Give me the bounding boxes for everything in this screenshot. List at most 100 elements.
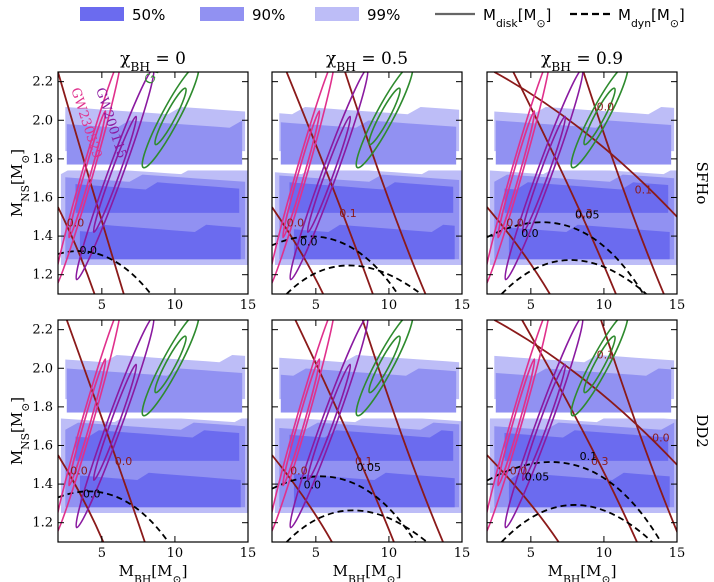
x-tick-label: 15	[669, 298, 686, 313]
disk-contour-1	[512, 72, 617, 294]
panel-SFHo-1: 0.0 0.1 0.0 5 10 15 χBH = 0.5	[271, 49, 470, 313]
gw-outer-GW200115	[504, 72, 584, 281]
gw-inner-GW230529	[282, 358, 321, 487]
gw-inner-GW200115	[306, 115, 352, 233]
legend-swatch	[200, 7, 244, 21]
panel-plot-area: 0.00.30.10.00.00.05	[487, 72, 677, 294]
panel-plot-area: 0.0 0.0 0.0	[58, 320, 248, 542]
panel-frame	[486, 71, 678, 295]
x-tick-label: 5	[527, 546, 535, 561]
dyn-label-0: 0.0	[521, 227, 539, 240]
disk-label-1: 0.0	[115, 455, 133, 468]
dyn-label-0: 0.0	[83, 487, 101, 500]
dyn-label-0: 0.0	[300, 235, 318, 248]
gw-inner-GW200105	[154, 335, 187, 394]
x-axis-title: MBH[M⊙]	[119, 562, 188, 582]
gw-outer-GW200105	[570, 72, 629, 169]
panel-frame	[486, 319, 678, 543]
disk-label-0: 0.0	[510, 464, 528, 477]
band-gap	[58, 164, 248, 171]
legend-label: 99%	[367, 6, 400, 24]
gw-inner-GW200115	[521, 363, 567, 481]
panel-frame	[271, 319, 463, 543]
y-tick-label: 1.6	[32, 438, 53, 453]
band-gap	[58, 412, 248, 419]
gw-outer-GW230529	[272, 320, 336, 539]
legend-item-0: 50%	[80, 6, 165, 24]
y-tick-label: 1.4	[32, 477, 53, 492]
ticks: 5 10 15	[272, 320, 470, 561]
band-gap	[272, 412, 462, 419]
gw-inner-GW230529	[282, 110, 321, 239]
distribution-band-band50	[79, 224, 241, 260]
disk-contour-0	[272, 454, 333, 542]
disk-label-0: 0.0	[70, 464, 88, 477]
y-tick-label: 2.0	[32, 361, 53, 376]
y-tick-label: 1.8	[32, 152, 53, 167]
panel-DD2-0: 0.0 0.0 0.0 5 10 15 1.2 1.4 1.6 1.8 2.0 2.2 MBH[M⊙] M…	[8, 319, 256, 582]
row-label: DD2	[693, 414, 711, 448]
disk-label-1: 0.3	[575, 207, 593, 220]
disk-label-0: 0.0	[287, 216, 305, 229]
gw-inner-GW200105	[583, 87, 616, 146]
x-tick-label: 15	[240, 298, 257, 313]
y-tick-label: 1.4	[32, 229, 53, 244]
y-axis-title: MNS[M⊙]	[8, 397, 32, 465]
band-gap	[487, 412, 677, 419]
y-tick-label: 1.2	[32, 516, 53, 531]
disk-contour-1	[294, 320, 395, 542]
x-tick-label: 10	[167, 298, 184, 313]
disk-label-2: 0.1	[635, 184, 653, 197]
disk-contour-3	[493, 320, 677, 466]
gw-inner-GW230529	[68, 358, 107, 487]
x-tick-label: 10	[596, 298, 613, 313]
disk-label-0: 0.0	[506, 216, 524, 229]
disk-label-2: 0.0	[652, 432, 670, 445]
legend: 50% 90% 99% Mdisk[M⊙] Mdyn[M⊙]	[80, 6, 685, 30]
disk-label-3: 0.1	[597, 349, 615, 362]
disk-label-1: 0.1	[339, 207, 357, 220]
x-tick-label: 5	[98, 298, 106, 313]
dyn-label-1: 0.1	[580, 450, 598, 463]
band-gap	[272, 164, 462, 171]
gw-inner-GW200115	[306, 363, 352, 481]
y-tick-label: 2.2	[32, 323, 53, 338]
legend-label: 90%	[252, 6, 285, 24]
panel-DD2-1: 0.0 0.1 0.0 0.05 5 10 15 MBH[M⊙]	[271, 319, 470, 582]
ticks: 5 10 15	[487, 320, 685, 561]
row-label: SFHo	[693, 162, 711, 205]
y-tick-label: 1.6	[32, 190, 53, 205]
distribution-band-band50	[508, 472, 670, 508]
dyn-label-0: 0.0	[79, 244, 97, 257]
panel-plot-area: 0.0 0.1 0.0 0.05	[272, 320, 462, 542]
gw-inner-GW200115	[92, 363, 138, 481]
panel-title: χBH = 0.5	[326, 49, 408, 74]
legend-swatch	[315, 7, 359, 21]
gw-outer-GW200115	[289, 72, 369, 281]
gw-outer-GW200105	[355, 72, 414, 169]
panel-frame	[57, 71, 249, 295]
gw-outer-GW200115	[75, 72, 155, 281]
disk-contour-3	[493, 72, 677, 218]
legend-label: Mdyn[M⊙]	[618, 6, 685, 30]
gw-inner-GW200115	[521, 115, 567, 233]
gw-inner-GW200105	[154, 87, 187, 146]
disk-contour-1	[58, 72, 125, 294]
disk-contour-0	[487, 454, 560, 542]
disk-label-1: 0.3	[591, 455, 609, 468]
legend-item-2: 99%	[315, 6, 400, 24]
gw-outer-GW230529	[487, 72, 551, 291]
gw-outer-GW200115	[75, 320, 155, 529]
gw-outer-GW230529	[487, 320, 551, 539]
dyn-contour-1	[500, 259, 647, 294]
disk-label-0: 0.0	[290, 464, 308, 477]
x-tick-label: 5	[527, 298, 535, 313]
distribution-band-band50	[75, 182, 240, 213]
distribution-band-band50	[508, 224, 670, 260]
gw-outer-GW200105	[141, 72, 200, 169]
x-tick-label: 15	[669, 546, 686, 561]
gw-inner-GW200105	[583, 335, 616, 394]
